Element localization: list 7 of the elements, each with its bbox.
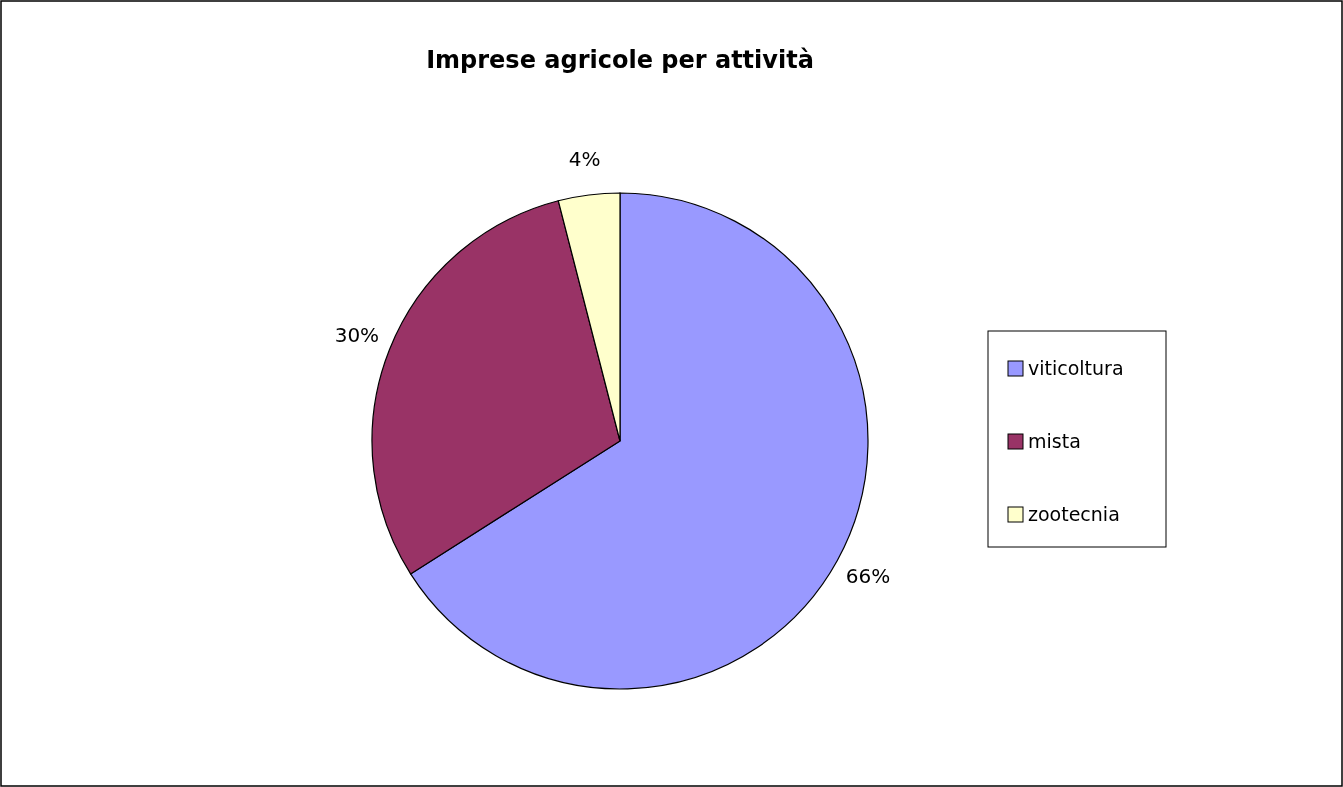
legend-label: zootecnia (1028, 502, 1120, 525)
legend-label: mista (1028, 429, 1081, 452)
data-label: 30% (334, 323, 380, 348)
data-label: 66% (845, 563, 891, 588)
chart-title: Imprese agricole per attività (426, 46, 814, 74)
data-label: 4% (568, 146, 601, 171)
legend-label: viticoltura (1028, 356, 1124, 379)
